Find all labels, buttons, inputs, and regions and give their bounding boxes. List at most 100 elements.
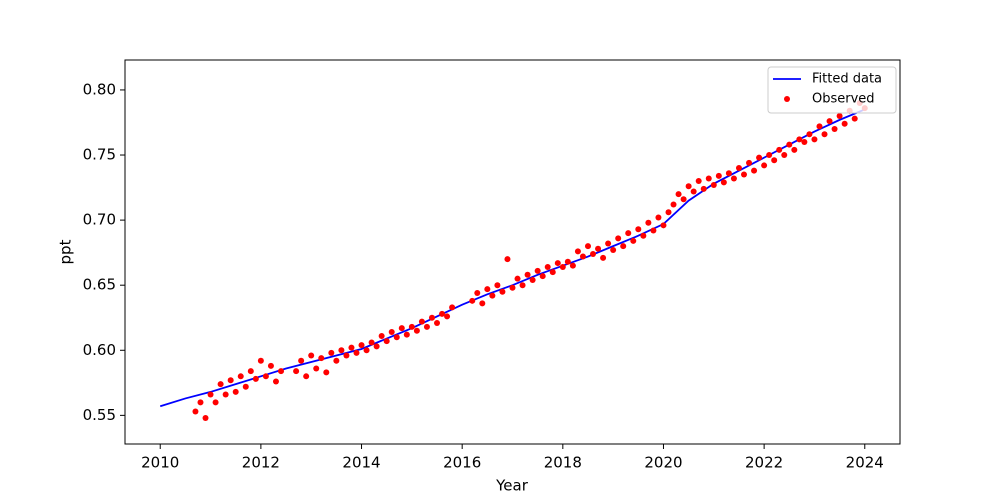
observed-point (434, 319, 441, 326)
observed-point (645, 219, 652, 226)
legend-label: Observed (812, 92, 875, 107)
observed-point (579, 253, 586, 260)
observed-point (529, 276, 536, 283)
observed-point (685, 183, 692, 190)
observed-point (262, 373, 269, 380)
observed-point (620, 243, 627, 250)
observed-point (600, 254, 607, 261)
observed-point (363, 347, 370, 354)
observed-point (665, 209, 672, 216)
fitted-line (159, 108, 866, 408)
observed-point (444, 313, 451, 320)
observed-point (514, 275, 521, 282)
observed-point (267, 362, 274, 369)
observed-point (207, 391, 214, 398)
observed-point (252, 375, 259, 382)
y-axis-label: ppt (57, 239, 75, 264)
observed-point (212, 399, 219, 406)
observed-point (278, 368, 285, 375)
x-tick-label: 2022 (745, 454, 783, 472)
observed-point (343, 352, 350, 359)
observed-point (353, 349, 360, 356)
y-tick-label: 0.70 (83, 211, 116, 229)
observed-point (524, 271, 531, 278)
observed-point (373, 343, 380, 350)
observed-point (237, 373, 244, 380)
observed-point (655, 214, 662, 221)
observed-point (564, 258, 571, 265)
observed-point (710, 181, 717, 188)
x-axis-label: Year (495, 477, 529, 495)
observed-point (650, 227, 657, 234)
observed-point (494, 282, 501, 289)
observed-point (831, 125, 838, 132)
plot-frame (124, 59, 901, 445)
observed-point (303, 373, 310, 380)
observed-point (242, 383, 249, 390)
observed-point (439, 310, 446, 317)
observed-point (670, 201, 677, 208)
observed-point (298, 357, 305, 364)
observed-point (519, 282, 526, 289)
observed-point (479, 300, 486, 307)
observed-point (398, 325, 405, 332)
observed-point (232, 388, 239, 395)
x-tick-label: 2016 (443, 454, 481, 472)
observed-point (489, 292, 496, 299)
observed-point (499, 288, 506, 295)
observed-point (695, 178, 702, 185)
legend-label: Fitted data (812, 72, 882, 87)
observed-point (378, 332, 385, 339)
observed-point (544, 263, 551, 270)
observed-point (746, 159, 753, 166)
observed-point (539, 273, 546, 280)
x-tick-label: 2020 (644, 454, 682, 472)
observed-point (756, 154, 763, 161)
observed-point (635, 226, 642, 233)
x-tick-label: 2014 (342, 454, 380, 472)
observed-point (584, 243, 591, 250)
observed-point (806, 131, 813, 138)
observed-point (610, 247, 617, 254)
observed-point (615, 235, 622, 242)
observed-point (801, 139, 808, 146)
y-tick-label: 0.80 (83, 80, 116, 98)
observed-point (393, 334, 400, 341)
observed-point (413, 327, 420, 334)
observed-point (640, 232, 647, 239)
observed-point (534, 267, 541, 274)
observed-point (428, 314, 435, 321)
observed-point (338, 347, 345, 354)
observed-point (771, 157, 778, 164)
observed-point (559, 263, 566, 270)
observed-point (781, 152, 788, 159)
observed-point (549, 269, 556, 276)
observed-point (836, 112, 843, 119)
observed-point (796, 136, 803, 143)
observed-point (705, 175, 712, 182)
observed-point (368, 339, 375, 346)
legend-swatch (784, 96, 790, 102)
observed-point (318, 355, 325, 362)
observed-point (333, 357, 340, 364)
observed-point (574, 248, 581, 255)
observed-point (720, 179, 727, 186)
observed-point (811, 136, 818, 143)
observed-point (766, 152, 773, 159)
observed-point (272, 378, 279, 385)
observed-point (725, 170, 732, 177)
observed-point (358, 342, 365, 349)
observed-point (383, 338, 390, 345)
observed-point (257, 357, 264, 364)
observed-point (504, 256, 511, 263)
x-tick-label: 2010 (141, 454, 179, 472)
observed-point (222, 391, 229, 398)
observed-point (408, 323, 415, 330)
observed-point (217, 381, 224, 388)
observed-point (826, 118, 833, 125)
observed-point (851, 115, 858, 122)
observed-point (715, 172, 722, 179)
observed-point (740, 171, 747, 178)
observed-point (605, 240, 612, 247)
